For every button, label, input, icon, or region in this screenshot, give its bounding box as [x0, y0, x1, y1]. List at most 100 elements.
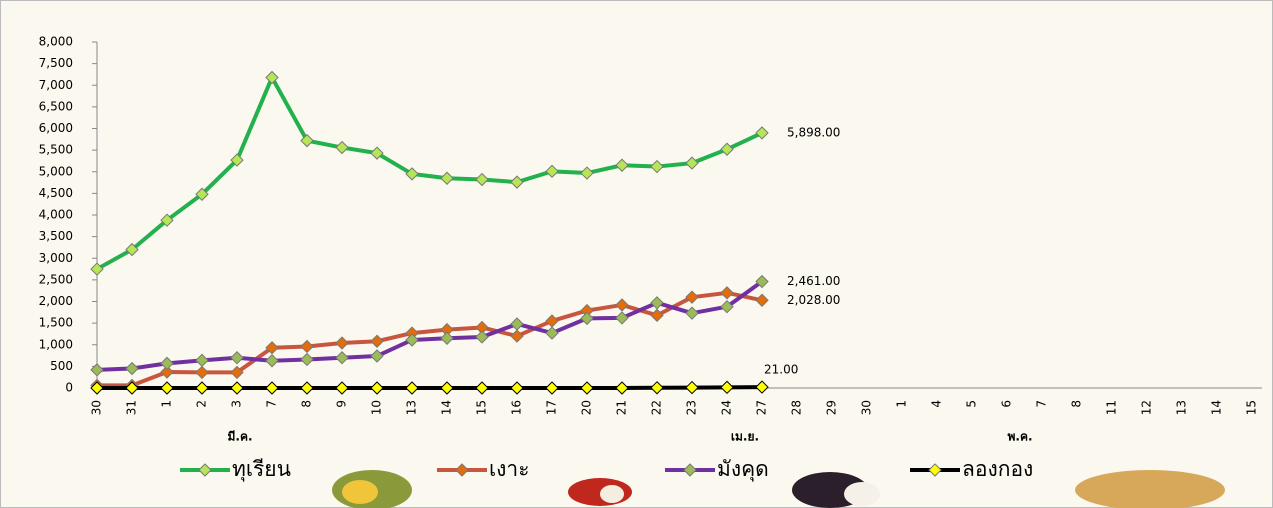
x-tick-label: 13: [1175, 400, 1189, 415]
marker: [195, 353, 209, 368]
marker: [300, 339, 314, 354]
y-tick-label: 3,500: [39, 229, 73, 243]
group-label: มี.ค.: [227, 430, 252, 444]
marker: [475, 381, 489, 395]
marker: [265, 381, 279, 395]
marker: [230, 153, 244, 167]
legend-label: มังคุด: [717, 457, 769, 482]
marker: [545, 164, 559, 179]
marker: [195, 187, 209, 201]
marker: [160, 381, 174, 395]
x-tick-label: 14: [1210, 400, 1224, 415]
marker: [230, 381, 244, 395]
x-tick-label: 27: [755, 400, 769, 415]
group-label: พ.ค.: [1007, 430, 1032, 444]
marker: [265, 341, 279, 355]
x-tick-label: 4: [930, 400, 944, 408]
y-tick-label: 7,500: [39, 56, 73, 70]
marker: [370, 381, 384, 395]
y-tick-label: 7,000: [39, 78, 73, 92]
marker: [650, 308, 664, 323]
marker: [160, 365, 174, 379]
marker: [755, 126, 769, 140]
x-tick-label: 1: [895, 400, 909, 408]
marker: [720, 286, 734, 300]
marker: [370, 334, 384, 348]
marker: [265, 354, 279, 368]
x-tick-label: 30: [90, 400, 104, 415]
value-label: 2,028.00: [787, 293, 840, 307]
x-tick-label: 29: [825, 400, 839, 415]
x-tick-label: 11: [1105, 400, 1119, 415]
marker: [615, 158, 629, 172]
marker: [335, 351, 349, 365]
y-tick-label: 4,500: [39, 186, 73, 200]
marker: [615, 381, 629, 395]
value-label: 2,461.00: [787, 274, 840, 288]
marker: [300, 352, 314, 367]
x-tick-label: 3: [230, 400, 244, 408]
marker: [685, 290, 699, 304]
x-tick-label: 7: [265, 400, 279, 408]
marker: [685, 156, 699, 170]
marker: [195, 381, 209, 395]
marker: [300, 381, 314, 395]
marker: [650, 159, 664, 174]
marker: [580, 166, 594, 180]
y-tick-label: 5,500: [39, 143, 73, 157]
x-tick-label: 9: [335, 400, 349, 408]
marker: [755, 380, 769, 394]
x-tick-label: 5: [965, 400, 979, 408]
marker: [195, 365, 209, 380]
marker: [510, 317, 524, 331]
legend-label: ลองกอง: [962, 457, 1033, 481]
marker: [90, 381, 104, 395]
y-tick-label: 1,000: [39, 337, 73, 351]
marker: [90, 262, 104, 276]
marker: [160, 356, 174, 371]
x-tick-label: 30: [860, 400, 874, 415]
x-tick-label: 14: [440, 400, 454, 415]
marker: [580, 381, 594, 395]
y-tick-label: 3,000: [39, 251, 73, 265]
marker: [650, 296, 664, 310]
marker: [440, 331, 454, 345]
x-tick-label: 21: [615, 400, 629, 415]
fruit-images: [332, 470, 1225, 508]
marker: [125, 381, 139, 395]
marker: [370, 349, 384, 363]
marker: [335, 336, 349, 350]
x-tick-label: 1: [160, 400, 174, 408]
x-tick-label: 23: [685, 400, 699, 415]
value-label: 21.00: [764, 363, 798, 377]
marker: [125, 361, 139, 376]
marker: [580, 311, 594, 326]
marker: [440, 171, 454, 185]
marker: [755, 274, 769, 289]
legend-marker: [455, 463, 469, 477]
y-tick-label: 2,000: [39, 294, 73, 308]
legend-label: ทุเรียน: [232, 457, 291, 482]
legend-marker: [683, 463, 697, 477]
legend-marker: [928, 463, 942, 477]
marker: [720, 380, 734, 395]
x-tick-label: 15: [1245, 400, 1259, 415]
x-tick-label: 12: [1140, 400, 1154, 415]
y-tick-label: 5,000: [39, 164, 73, 178]
marker: [720, 299, 734, 314]
marker: [510, 175, 524, 189]
marker: [265, 70, 279, 85]
marker: [335, 381, 349, 395]
x-tick-label: 24: [720, 400, 734, 415]
x-tick-label: 7: [1035, 400, 1049, 408]
x-tick-label: 10: [370, 400, 384, 415]
x-tick-label: 13: [405, 400, 419, 415]
legend-label: เงาะ: [489, 457, 530, 481]
marker: [545, 381, 559, 395]
marker: [510, 381, 524, 395]
y-tick-label: 1,500: [39, 316, 73, 330]
marker: [440, 381, 454, 395]
marker: [650, 381, 664, 395]
y-tick-label: 6,000: [39, 121, 73, 135]
